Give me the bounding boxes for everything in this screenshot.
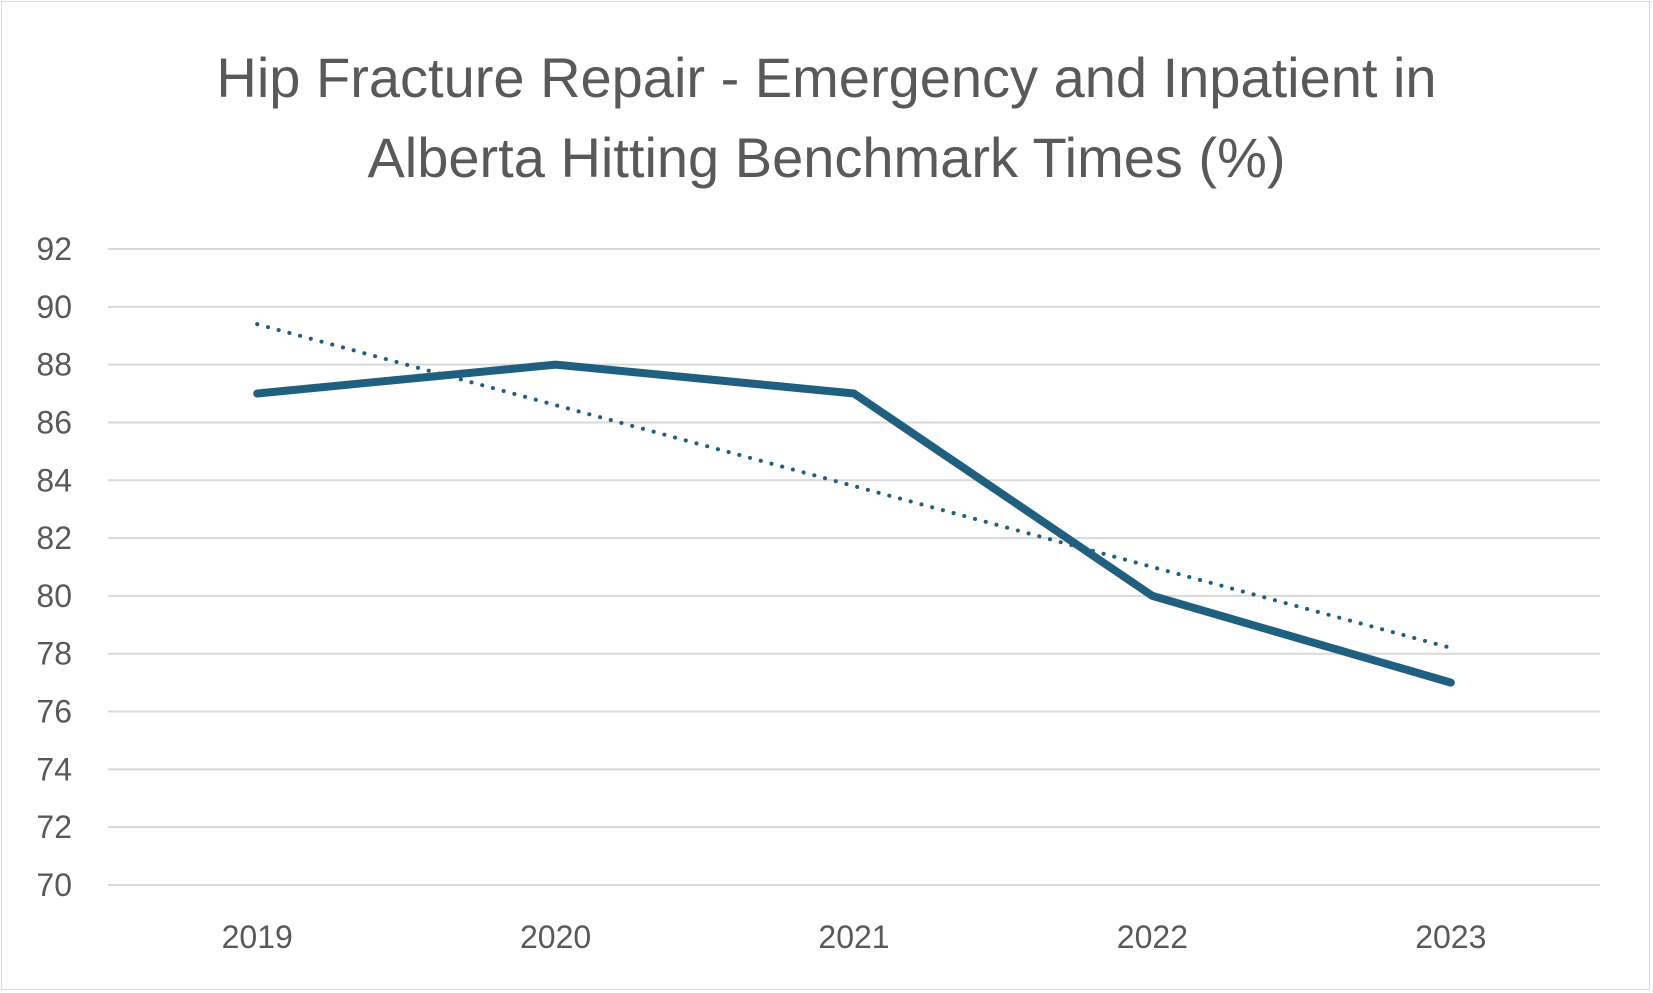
x-tick-label: 2020 [520, 919, 591, 955]
y-tick-label: 84 [36, 462, 72, 498]
y-axis-tick-labels: 92 90 88 86 84 82 80 78 76 74 72 70 [36, 231, 72, 903]
y-tick-label: 78 [36, 636, 72, 672]
y-tick-label: 86 [36, 404, 72, 440]
y-tick-label: 88 [36, 347, 72, 383]
chart-title-line-2: Alberta Hitting Benchmark Times (%) [367, 126, 1286, 189]
y-tick-label: 82 [36, 520, 72, 556]
y-tick-label: 70 [36, 867, 72, 903]
x-tick-label: 2022 [1117, 919, 1188, 955]
y-tick-label: 80 [36, 578, 72, 614]
chart-title-line-1: Hip Fracture Repair - Emergency and Inpa… [216, 46, 1437, 109]
series-line [253, 360, 1455, 687]
x-tick-label: 2019 [222, 919, 293, 955]
x-tick-label: 2021 [818, 919, 889, 955]
y-tick-label: 90 [36, 289, 72, 325]
x-tick-label: 2023 [1415, 919, 1486, 955]
trendline [255, 322, 1453, 650]
series-lines [253, 322, 1455, 687]
x-axis-tick-labels: 2019 2020 2021 2022 2023 [222, 919, 1487, 955]
y-tick-label: 72 [36, 809, 72, 845]
chart-title: Hip Fracture Repair - Emergency and Inpa… [0, 38, 1653, 198]
y-tick-label: 76 [36, 694, 72, 730]
y-tick-label: 92 [36, 231, 72, 267]
y-tick-label: 74 [36, 751, 72, 787]
